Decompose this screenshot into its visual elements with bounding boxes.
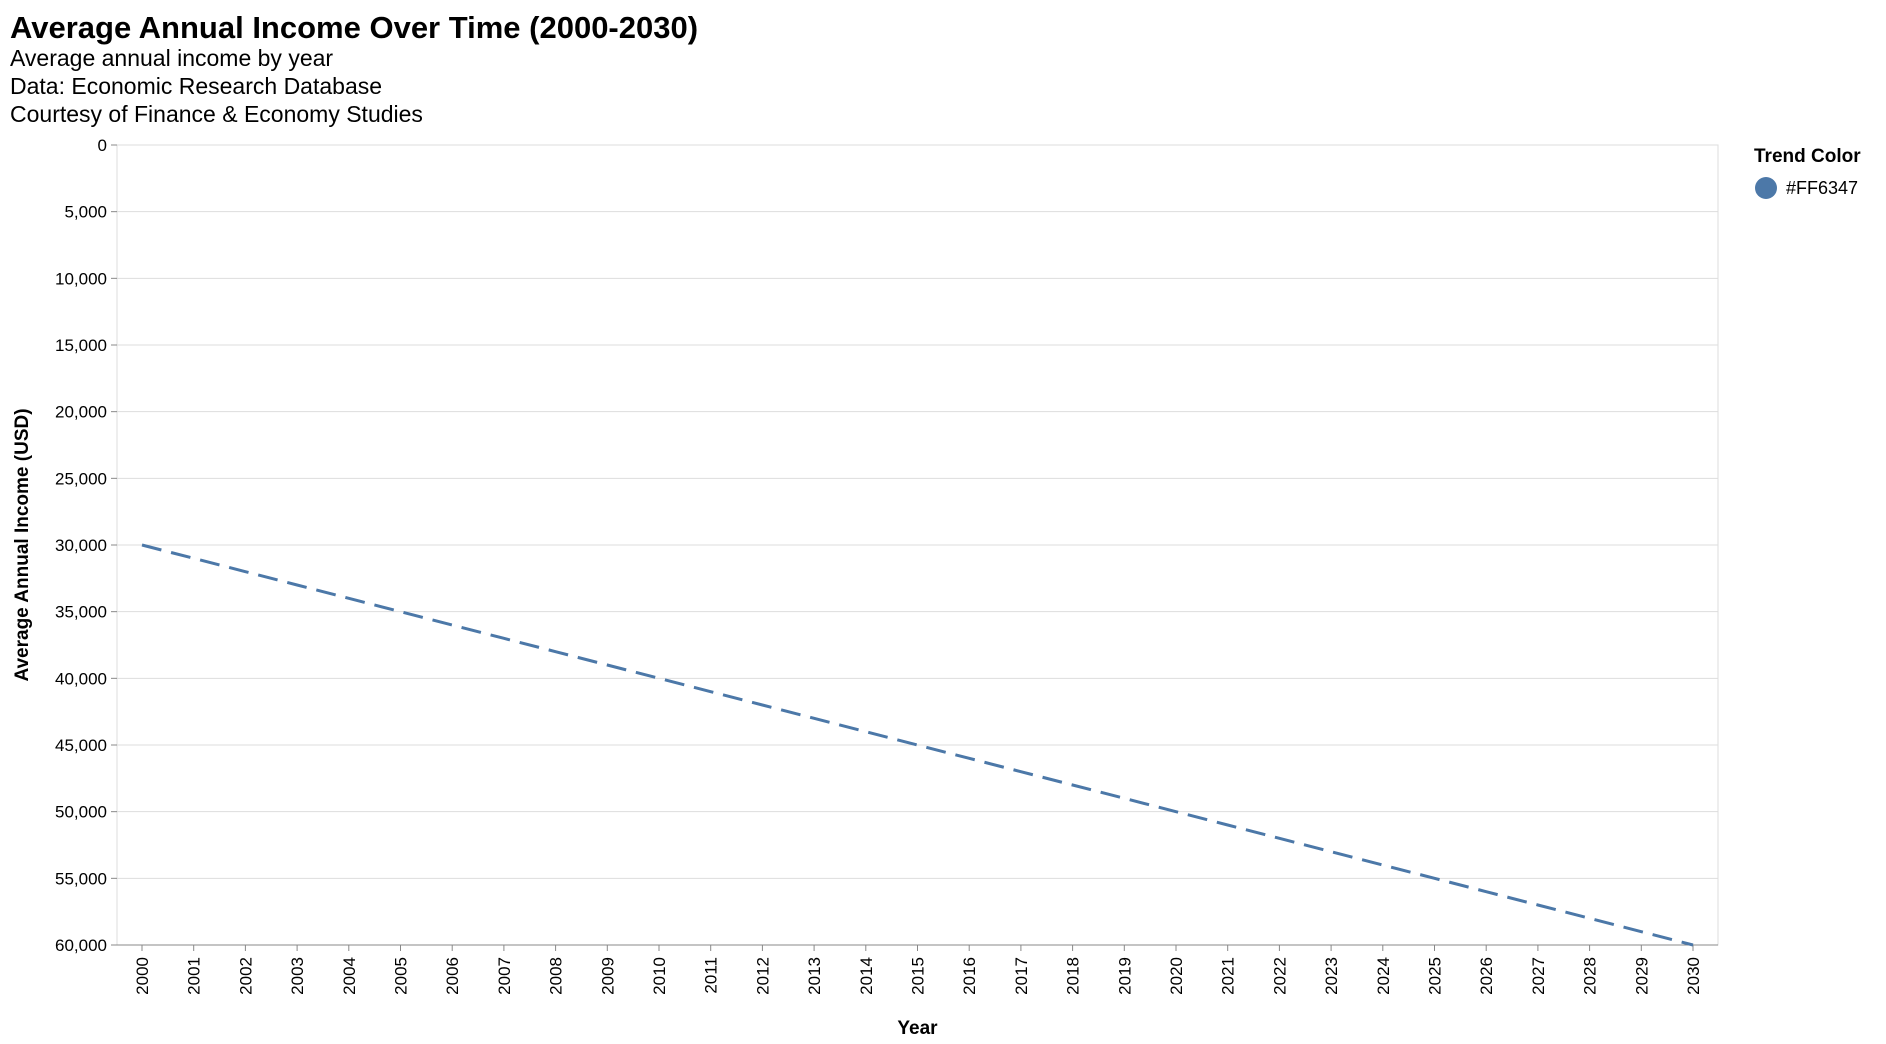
y-tick-label: 45,000	[55, 736, 107, 755]
x-tick-label: 2005	[392, 957, 411, 995]
x-tick-label: 2013	[805, 957, 824, 995]
x-axis-title: Year	[897, 1018, 938, 1039]
legend: Trend Color #FF6347	[1754, 146, 1861, 199]
x-tick-label: 2010	[650, 957, 669, 995]
gridlines	[117, 144, 1718, 946]
chart-header: Average Annual Income Over Time (2000-20…	[10, 10, 698, 127]
x-tick-label: 2007	[495, 957, 514, 995]
x-tick-label: 2002	[236, 957, 255, 995]
series-line	[141, 543, 1694, 947]
chart-subtitle-line-3: Courtesy of Finance & Economy Studies	[10, 101, 423, 127]
chart-subtitle-line-1: Average annual income by year	[10, 45, 333, 71]
x-tick-label: 2017	[1012, 957, 1031, 995]
legend-symbol	[1755, 177, 1777, 199]
x-tick-label: 2001	[185, 957, 204, 995]
x-tick-label: 2008	[547, 957, 566, 995]
chart-subtitle-line-2: Data: Economic Research Database	[10, 73, 382, 99]
x-tick-label: 2025	[1426, 957, 1445, 995]
x-tick-label: 2016	[960, 957, 979, 995]
x-tick-label: 2030	[1684, 957, 1703, 995]
x-tick-label: 2015	[909, 957, 928, 995]
y-tick-label: 5,000	[64, 203, 107, 222]
x-tick-label: 2014	[857, 957, 876, 995]
x-axis: 2000 2001 2002 2003 2004 2005 2006 2007 2008 2009…	[117, 944, 1718, 995]
y-tick-label: 35,000	[55, 603, 107, 622]
y-tick-label: 55,000	[55, 869, 107, 888]
y-axis-title: Average Annual Income (USD)	[12, 408, 33, 681]
x-tick-label: 2009	[598, 957, 617, 995]
y-tick-label: 20,000	[55, 403, 107, 422]
x-tick-label: 2020	[1167, 957, 1186, 995]
x-tick-label: 2003	[288, 957, 307, 995]
y-tick-label: 25,000	[55, 469, 107, 488]
y-tick-label: 30,000	[55, 536, 107, 555]
x-tick-label: 2029	[1632, 957, 1651, 995]
x-tick-label: 2018	[1064, 957, 1083, 995]
x-tick-label: 2021	[1219, 957, 1238, 995]
x-tick-label: 2024	[1374, 957, 1393, 995]
y-tick-label: 0	[98, 136, 107, 155]
y-tick-label: 15,000	[55, 336, 107, 355]
x-tick-label: 2027	[1529, 957, 1548, 995]
x-tick-label: 2022	[1270, 957, 1289, 995]
x-tick-label: 2006	[443, 957, 462, 995]
y-tick-label: 60,000	[55, 936, 107, 955]
x-tick-label: 2028	[1581, 957, 1600, 995]
x-tick-label: 2004	[340, 957, 359, 995]
y-tick-label: 40,000	[55, 669, 107, 688]
y-axis: 0 5,000 10,000 15,000 20,000 25,000 30,000 35,0…	[55, 136, 117, 955]
x-tick-label: 2000	[133, 957, 152, 995]
x-tick-label: 2019	[1115, 957, 1134, 995]
y-tick-label: 10,000	[55, 269, 107, 288]
x-tick-label: 2026	[1477, 957, 1496, 995]
x-tick-label: 2023	[1322, 957, 1341, 995]
legend-label: #FF6347	[1786, 178, 1858, 198]
x-tick-label: 2012	[753, 957, 772, 995]
series	[141, 543, 1694, 947]
legend-title: Trend Color	[1754, 146, 1861, 167]
y-tick-label: 50,000	[55, 803, 107, 822]
x-tick-label: 2011	[702, 957, 721, 994]
chart-title: Average Annual Income Over Time (2000-20…	[10, 10, 698, 45]
